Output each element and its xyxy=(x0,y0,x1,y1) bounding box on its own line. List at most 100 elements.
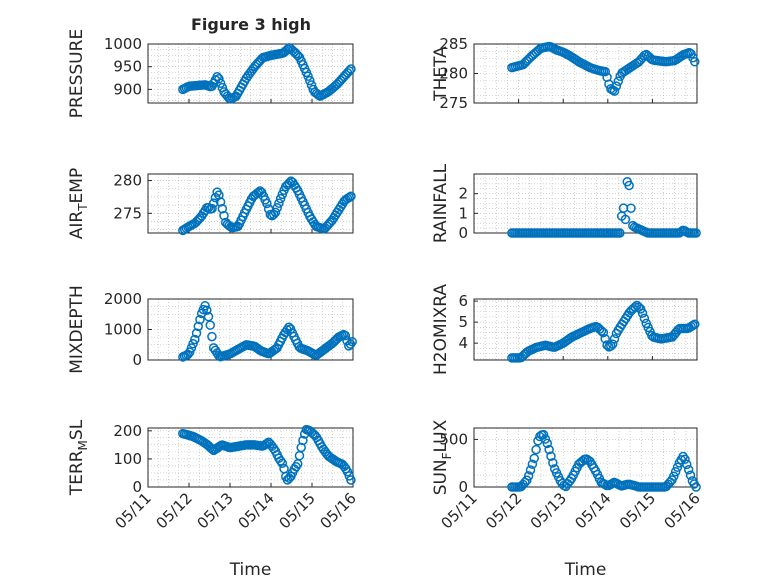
data-point xyxy=(265,209,276,220)
data-point xyxy=(542,438,553,449)
data-point xyxy=(624,180,634,191)
y-tick-label: 1000 xyxy=(104,35,142,53)
data-point xyxy=(680,454,690,465)
subplot-1: 900 950 1000 PRESSURE xyxy=(67,29,356,118)
data-point xyxy=(600,66,610,77)
data-point xyxy=(207,331,217,342)
y-axis-label: THETA xyxy=(431,46,451,102)
y-axis-label: H2OMIXRA xyxy=(431,284,451,375)
axes-box xyxy=(147,173,354,234)
data-point xyxy=(690,56,700,67)
figure-title: Figure 3 high xyxy=(191,15,311,34)
y-tick-label: 0 xyxy=(132,478,142,496)
y-tick-label: 100 xyxy=(113,450,142,468)
y-axis-label: AIRTEMP xyxy=(67,168,90,239)
data-point xyxy=(691,228,701,238)
data-point xyxy=(215,197,226,207)
data-point xyxy=(620,214,631,225)
data-point xyxy=(215,78,226,88)
data-point xyxy=(195,314,205,325)
data-point xyxy=(670,466,681,477)
y-tick-label: 2000 xyxy=(104,290,142,308)
data-point xyxy=(637,308,648,318)
data-point xyxy=(523,471,534,481)
data-point xyxy=(305,75,315,86)
data-point xyxy=(598,327,609,338)
data-point xyxy=(609,86,620,96)
data-point xyxy=(609,334,620,344)
y-tick-label: 2 xyxy=(458,185,468,203)
data-point xyxy=(193,321,203,332)
data-point xyxy=(615,228,625,238)
data-point xyxy=(184,347,195,357)
y-tick-label: 500 xyxy=(439,430,468,448)
y-tick-label: 0 xyxy=(458,224,468,242)
data-point xyxy=(205,320,215,330)
data-point xyxy=(544,444,554,455)
data-point xyxy=(303,71,313,81)
data-point xyxy=(669,471,679,481)
data-point xyxy=(688,320,698,331)
data-point xyxy=(613,76,624,86)
data-point xyxy=(207,203,217,214)
data-point xyxy=(690,319,700,329)
y-axis-label: MIXDEPTH xyxy=(67,285,87,374)
data-point xyxy=(188,338,198,349)
data-point xyxy=(525,465,536,475)
y-tick-label: 5 xyxy=(458,313,468,331)
y-axis-label: TERRMSL xyxy=(67,419,90,496)
data-point xyxy=(538,429,549,440)
data-point xyxy=(672,462,683,472)
y-axis-label: PRESSURE xyxy=(67,29,87,118)
data-point xyxy=(529,453,539,464)
data-point xyxy=(346,475,356,485)
data-point xyxy=(191,328,202,338)
data-point xyxy=(298,435,308,446)
y-tick-label: 285 xyxy=(439,35,468,53)
data-point xyxy=(217,204,228,214)
data-point xyxy=(186,343,197,353)
data-point xyxy=(607,339,618,349)
x-axis-label: Time xyxy=(229,560,272,580)
y-tick-label: 950 xyxy=(113,58,142,76)
data-point xyxy=(596,326,607,336)
data-point xyxy=(682,459,692,470)
data-point xyxy=(522,475,532,485)
y-tick-label: 900 xyxy=(113,80,142,98)
data-point xyxy=(274,198,284,208)
data-point xyxy=(344,192,354,203)
y-tick-label: 275 xyxy=(439,94,468,112)
y-tick-label: 200 xyxy=(113,422,142,440)
data-point xyxy=(275,456,286,466)
y-tick-label: 1000 xyxy=(104,321,142,339)
data-point xyxy=(208,198,219,208)
data-point xyxy=(214,190,224,200)
data-point xyxy=(602,340,612,350)
y-tick-label: 0 xyxy=(132,351,142,369)
subplot-3: 275 280 AIRTEMP xyxy=(67,168,356,239)
data-point xyxy=(347,336,357,347)
data-point xyxy=(202,305,212,316)
axes-box xyxy=(473,427,698,488)
data-point xyxy=(548,458,558,468)
data-point xyxy=(262,438,272,449)
data-point xyxy=(277,458,288,468)
data-point xyxy=(611,81,622,91)
data-point xyxy=(531,444,541,455)
data-point xyxy=(214,74,224,84)
data-point xyxy=(639,313,650,324)
data-point xyxy=(219,210,229,221)
data-point xyxy=(262,198,272,209)
y-tick-label: 280 xyxy=(113,172,142,190)
y-tick-label: 0 xyxy=(458,478,468,496)
data-point xyxy=(345,339,356,349)
data-point xyxy=(540,434,551,444)
data-point xyxy=(203,311,214,322)
data-point xyxy=(527,459,538,469)
data-point xyxy=(630,302,640,312)
data-point xyxy=(691,482,701,492)
y-tick-label: 280 xyxy=(439,65,468,83)
data-point xyxy=(606,341,616,351)
axes-box xyxy=(473,298,698,361)
